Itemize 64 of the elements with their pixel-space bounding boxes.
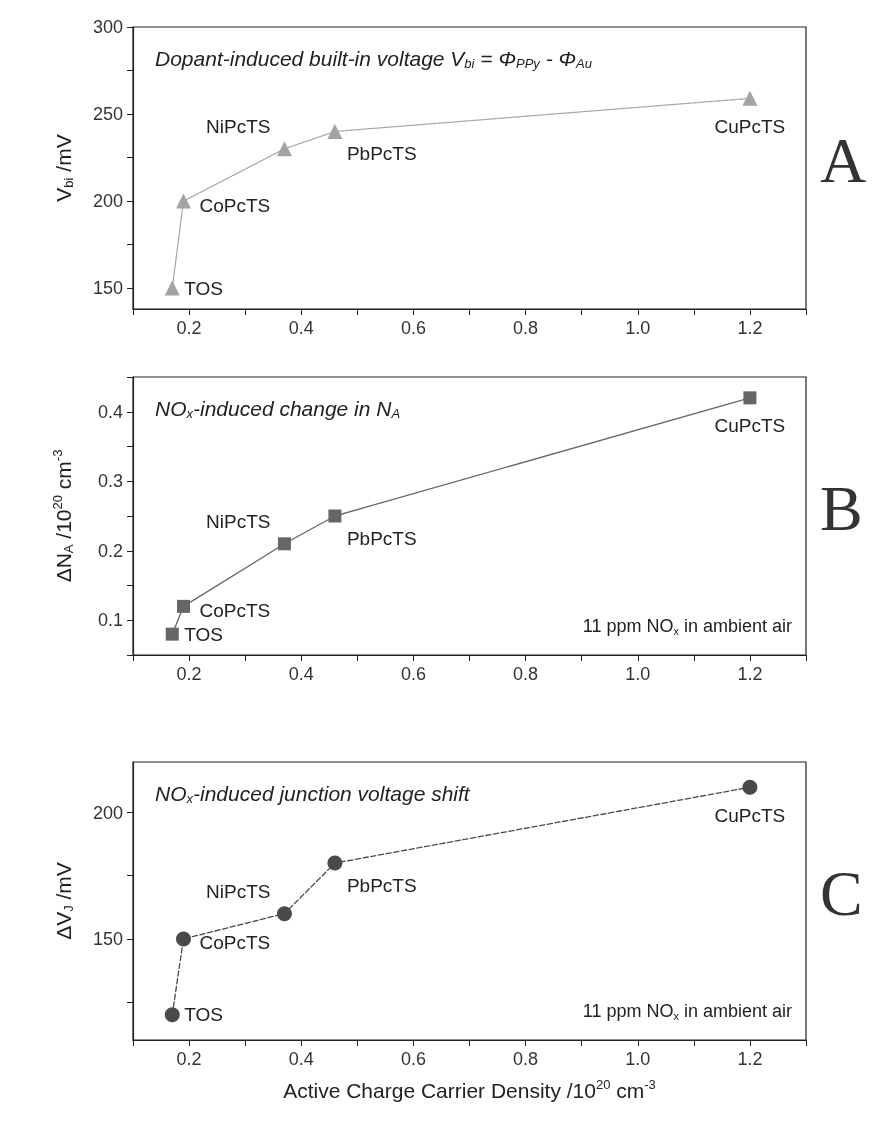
point bbox=[276, 141, 292, 157]
x-tick-label: 1.0 bbox=[625, 1049, 651, 1069]
x-tick-label: 0.2 bbox=[176, 664, 202, 684]
y-tick-label: 0.2 bbox=[97, 540, 123, 561]
x-tick-label: 1.0 bbox=[625, 664, 651, 684]
y-tick-label: 250 bbox=[92, 104, 123, 125]
x-tick-label: 0.4 bbox=[288, 664, 314, 684]
annotation: TOS bbox=[184, 277, 223, 299]
point bbox=[742, 90, 758, 106]
point bbox=[742, 779, 758, 795]
x-tick-label: 1.0 bbox=[625, 318, 651, 338]
annotation: CuPcTS bbox=[714, 115, 786, 137]
y-tick-label: 200 bbox=[92, 802, 123, 823]
point bbox=[165, 627, 179, 641]
x-tick-label: 0.4 bbox=[288, 1049, 314, 1069]
annotation: PbPcTS bbox=[346, 142, 417, 164]
point bbox=[327, 123, 343, 139]
y-tick-label: 300 bbox=[92, 17, 123, 37]
y-tick-label: 0.1 bbox=[97, 610, 123, 631]
point bbox=[175, 193, 191, 209]
x-tick-label: 0.8 bbox=[513, 664, 539, 684]
y-tick-label: 0.3 bbox=[97, 471, 123, 492]
text: C bbox=[820, 857, 863, 929]
x-tick-label: 0.2 bbox=[176, 1049, 202, 1069]
x-tick-label: 0.6 bbox=[400, 664, 426, 684]
annotation: TOS bbox=[184, 1004, 223, 1026]
y-axis-title: ΔVJ /mV bbox=[51, 862, 76, 940]
x-tick-label: 1.2 bbox=[737, 664, 763, 684]
annotation: NiPcTS bbox=[206, 116, 271, 138]
x-tick-label: 0.6 bbox=[400, 318, 426, 338]
point bbox=[164, 1007, 180, 1023]
point bbox=[276, 906, 292, 922]
point bbox=[277, 537, 291, 551]
x-tick-label: 0.6 bbox=[400, 1049, 426, 1069]
x-tick-label: 0.8 bbox=[513, 318, 539, 338]
y-tick-label: 0.4 bbox=[97, 401, 123, 422]
x-tick-label: 1.2 bbox=[737, 1049, 763, 1069]
annotation: NiPcTS bbox=[206, 511, 271, 533]
annotation: PbPcTS bbox=[346, 527, 417, 549]
annotation: CoPcTS bbox=[199, 932, 271, 954]
x-tick-label: 0.2 bbox=[176, 318, 202, 338]
annotation: CoPcTS bbox=[199, 194, 271, 216]
annotation: PbPcTS bbox=[346, 874, 417, 896]
y-tick-label: 150 bbox=[92, 928, 123, 949]
point bbox=[743, 391, 757, 405]
annotation: NiPcTS bbox=[206, 881, 271, 903]
annotation: CuPcTS bbox=[714, 804, 786, 826]
y-axis-title: Vbi /mV bbox=[51, 134, 76, 202]
point bbox=[164, 280, 180, 296]
y-tick-label: 200 bbox=[92, 191, 123, 212]
y-tick-label: 150 bbox=[92, 278, 123, 299]
x-tick-label: 0.8 bbox=[513, 1049, 539, 1069]
point bbox=[327, 855, 343, 871]
annotation: CoPcTS bbox=[199, 599, 271, 621]
text: A bbox=[820, 124, 867, 196]
y-axis-title: ΔNA /1020 cm-3 bbox=[50, 449, 76, 583]
point bbox=[328, 509, 342, 523]
x-tick-label: 1.2 bbox=[737, 318, 763, 338]
annotation: CuPcTS bbox=[714, 415, 786, 437]
x-tick-label: 0.4 bbox=[288, 318, 314, 338]
annotation: TOS bbox=[184, 623, 223, 645]
point bbox=[176, 599, 190, 613]
text: B bbox=[820, 472, 863, 544]
point bbox=[175, 931, 191, 947]
